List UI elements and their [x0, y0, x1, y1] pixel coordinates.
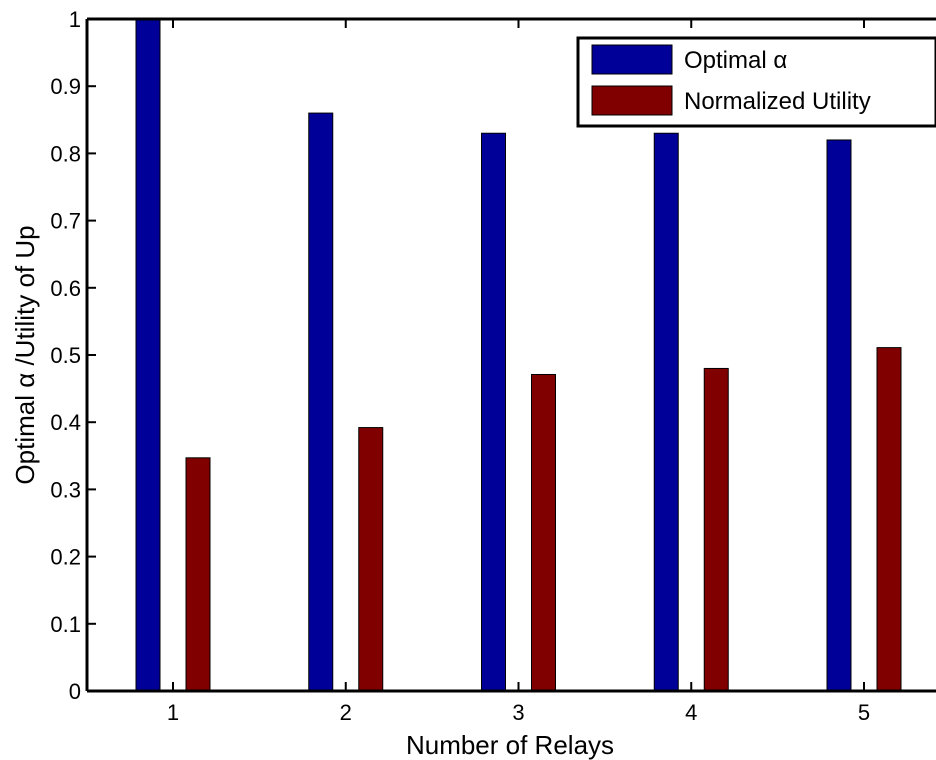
y-tick-label: 0.1 — [50, 612, 81, 637]
y-tick-label: 0.6 — [50, 276, 81, 301]
y-axis-label: Optimal α /Utility of Up — [10, 225, 40, 484]
y-tick-label: 1 — [69, 7, 81, 32]
bar-series1-5 — [826, 139, 852, 692]
legend: Optimal α Normalized Utility — [576, 36, 936, 128]
ticks-layer: 0 0.1 0.2 0.3 0.4 0.5 0.6 0.7 0.8 0.9 1 1 2 3 4 5 — [50, 7, 870, 725]
y-tick-label: 0.3 — [50, 477, 81, 502]
bar-series1-4 — [653, 132, 679, 692]
y-tick-label: 0.9 — [50, 74, 81, 99]
bar-series1-1 — [135, 18, 161, 692]
x-axis-label: Number of Relays — [406, 730, 614, 760]
y-tick-label: 0.2 — [50, 545, 81, 570]
x-tick-label: 3 — [512, 700, 524, 725]
bar-series2-1 — [185, 457, 211, 692]
legend-swatch-series2 — [591, 85, 673, 116]
y-tick-label: 0.8 — [50, 141, 81, 166]
x-tick-label: 1 — [167, 700, 179, 725]
bar-series1-2 — [308, 112, 334, 692]
y-tick-label: 0.4 — [50, 410, 81, 435]
y-tick-label: 0 — [69, 679, 81, 704]
x-tick-label: 4 — [685, 700, 697, 725]
y-tick-label: 0.7 — [50, 209, 81, 234]
legend-swatch-series1 — [591, 44, 673, 75]
bar-series2-3 — [531, 373, 556, 692]
bars-layer — [135, 18, 902, 692]
y-tick-label: 0.5 — [50, 343, 81, 368]
bar-series2-2 — [358, 427, 384, 692]
x-tick-label: 2 — [340, 700, 352, 725]
bar-series2-5 — [876, 347, 902, 692]
legend-label-series2: Normalized Utility — [684, 88, 871, 115]
legend-label-series1: Optimal α — [684, 47, 787, 74]
bar-series1-3 — [481, 132, 506, 692]
x-tick-label: 5 — [858, 700, 870, 725]
bar-series2-4 — [703, 367, 729, 692]
